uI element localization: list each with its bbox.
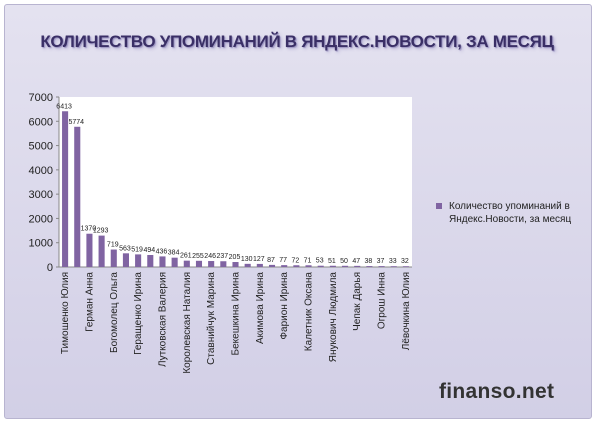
y-tick-label: 1000 <box>29 238 53 250</box>
data-label: 1293 <box>93 228 109 235</box>
bar <box>220 261 227 267</box>
x-tick-label: Огрош Инна <box>377 272 388 330</box>
legend-swatch <box>436 203 442 209</box>
bar <box>183 260 190 267</box>
data-label: 1370 <box>81 226 97 233</box>
data-label: 87 <box>267 257 275 264</box>
plot-area <box>59 97 412 267</box>
bar <box>110 249 117 267</box>
y-tick-label: 0 <box>47 262 53 274</box>
data-label: 130 <box>241 256 253 263</box>
bar <box>268 264 276 267</box>
x-tick-label: Калетник Оксана <box>304 272 315 352</box>
data-label: 494 <box>143 247 155 254</box>
x-axis-labels: Тимошенко Юлия Герман Анна Богомолец Ольга… <box>60 272 412 374</box>
bar <box>354 265 361 267</box>
x-tick-label: Тимошенко Юлия <box>60 272 71 354</box>
data-label: 563 <box>119 245 131 252</box>
bar <box>342 265 349 267</box>
bar <box>256 263 263 267</box>
data-label: 519 <box>131 246 143 253</box>
bar <box>86 233 93 267</box>
bar <box>293 265 300 267</box>
y-tick-label: 7000 <box>29 92 53 104</box>
bar <box>232 262 239 267</box>
y-axis: 0 1000 2000 3000 4000 5000 6000 7000 <box>29 92 412 274</box>
data-label: 77 <box>279 257 287 264</box>
y-tick-label: 6000 <box>29 116 53 128</box>
x-tick-label: Геращенко Ирина <box>133 272 144 355</box>
x-tick-label: Богомолец Ольга <box>109 272 120 353</box>
data-label: 72 <box>291 257 299 264</box>
y-tick-label: 2000 <box>29 213 53 225</box>
data-label: 71 <box>304 257 312 264</box>
bar <box>244 263 251 267</box>
bar <box>195 260 203 267</box>
bar <box>147 255 154 267</box>
x-tick-label: Королевская Наталия <box>182 272 193 374</box>
x-tick-label: Бекешкина Ирина <box>231 272 242 356</box>
bar <box>74 126 81 267</box>
data-label: 436 <box>156 248 168 255</box>
data-label: 205 <box>229 254 241 261</box>
x-tick-label: Чепак Дарья <box>352 272 363 331</box>
bar <box>135 254 142 267</box>
x-tick-label: Ставнийчук Марина <box>206 272 217 365</box>
x-tick-label: Фарион Ирина <box>279 272 290 340</box>
data-label: 32 <box>401 258 409 265</box>
data-label: 6413 <box>56 103 72 110</box>
data-label: 50 <box>340 258 348 265</box>
data-label: 51 <box>328 258 336 265</box>
data-label: 38 <box>364 258 372 265</box>
bar <box>378 266 385 267</box>
data-label: 237 <box>216 253 228 260</box>
x-tick-label: Герман Анна <box>84 272 95 332</box>
x-tick-label: Лёвочкина Юлия <box>401 272 412 350</box>
data-label: 384 <box>168 250 180 257</box>
bar <box>317 265 324 267</box>
y-tick-label: 5000 <box>29 141 53 153</box>
bars <box>62 111 409 268</box>
data-label: 53 <box>316 258 324 265</box>
bar <box>305 265 312 267</box>
y-tick-label: 4000 <box>29 165 53 177</box>
data-label: 246 <box>204 253 216 260</box>
y-tick-label: 3000 <box>29 189 53 201</box>
x-tick-label: Янукович Людмила <box>328 272 339 363</box>
data-label: 47 <box>352 258 360 265</box>
bar <box>366 266 373 267</box>
chart-title: КОЛИЧЕСТВО УПОМИНАНИЙ В ЯНДЕКС.НОВОСТИ, … <box>40 32 554 51</box>
bar <box>122 253 129 267</box>
bar <box>98 235 105 267</box>
bar <box>62 111 69 268</box>
bar <box>402 266 409 267</box>
data-label: 127 <box>253 256 265 263</box>
data-label: 37 <box>377 258 385 265</box>
bar <box>281 265 288 267</box>
bar <box>329 265 336 267</box>
x-tick-label: Лутковская Валерия <box>157 272 168 367</box>
watermark: finanso.net <box>439 380 555 403</box>
data-label: 261 <box>180 253 192 260</box>
data-label: 255 <box>192 253 204 260</box>
x-tick-label: Акимова Ирина <box>255 272 266 344</box>
data-label: 5774 <box>68 119 84 126</box>
bar <box>159 256 166 267</box>
bar <box>171 257 178 267</box>
legend-label: Количество упоминаний в Яндекс.Новости, … <box>449 201 572 225</box>
data-label: 719 <box>107 242 119 249</box>
data-label: 33 <box>389 258 397 265</box>
bar <box>208 261 215 267</box>
bar <box>390 266 397 267</box>
